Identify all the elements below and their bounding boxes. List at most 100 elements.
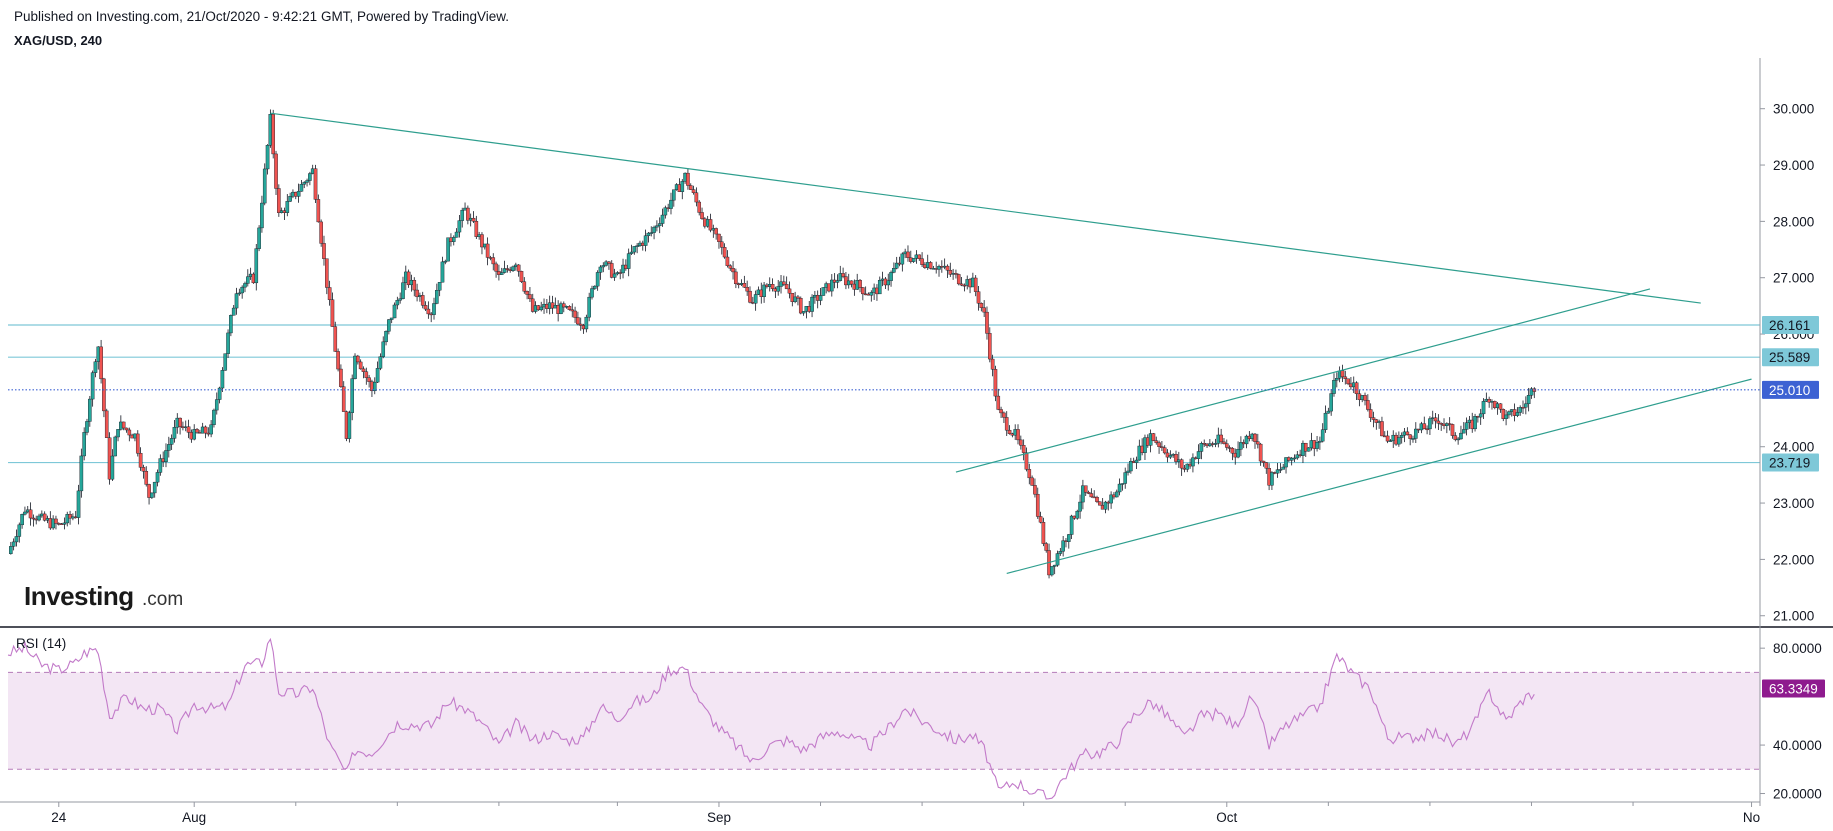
candle-body	[62, 522, 67, 525]
candle-body	[378, 356, 383, 369]
candle-body	[1501, 408, 1506, 419]
candle-body	[595, 272, 600, 287]
candle-body	[987, 333, 992, 360]
candle-body	[1439, 423, 1443, 425]
candle-body	[1264, 462, 1269, 469]
candle-body	[220, 370, 225, 389]
candle-body	[1281, 466, 1286, 470]
candle-body	[1453, 435, 1458, 440]
candle-body	[1224, 443, 1229, 448]
candle-body	[1405, 431, 1410, 435]
candle-body	[1089, 493, 1094, 498]
candle-body	[776, 286, 781, 292]
candle-body	[1058, 551, 1063, 554]
candle-body	[962, 284, 967, 287]
candle-body	[37, 515, 41, 521]
candle-body	[1120, 483, 1125, 485]
candle-body	[655, 225, 659, 228]
candle-body	[90, 372, 95, 400]
candle-body	[530, 298, 535, 312]
candle-body	[612, 273, 617, 278]
candle-body	[1340, 370, 1345, 378]
candle-body	[42, 513, 47, 521]
candle-body	[1081, 485, 1085, 503]
candle-body	[499, 272, 504, 275]
candle-body	[155, 472, 160, 483]
candle-body	[607, 261, 611, 264]
candle-body	[395, 300, 400, 306]
candle-body	[1275, 469, 1280, 474]
candle-body	[316, 199, 321, 223]
candle-body	[663, 207, 668, 216]
candle-body	[973, 277, 978, 292]
candle-body	[432, 303, 436, 315]
candle-body	[1447, 423, 1452, 425]
candle-body	[886, 280, 891, 286]
hline-badge-bg	[1762, 453, 1819, 472]
candle-body	[361, 368, 366, 372]
candle-body	[262, 168, 267, 204]
candle-body	[141, 467, 146, 472]
candle-body	[849, 280, 854, 285]
candle-body	[150, 492, 154, 498]
candle-body	[717, 233, 721, 242]
rsi-tick-label: 40.0000	[1773, 738, 1822, 753]
candle-body	[1007, 429, 1012, 434]
candle-body	[375, 368, 380, 383]
candle-body	[305, 180, 309, 183]
candle-body	[959, 283, 964, 286]
candle-body	[389, 317, 394, 320]
candle-body	[1103, 501, 1108, 510]
candle-body	[810, 296, 814, 312]
candle-body	[1284, 457, 1288, 468]
candle-body	[1213, 443, 1218, 445]
candle-body	[1270, 472, 1274, 486]
candle-body	[212, 409, 216, 425]
candle-body	[138, 453, 143, 468]
candle-body	[979, 303, 984, 308]
candle-body	[454, 231, 459, 238]
candle-body	[341, 386, 346, 412]
candle-body	[1222, 441, 1226, 444]
candle-body	[1456, 438, 1460, 441]
symbol-title: XAG/USD, 240	[14, 33, 103, 48]
hline-badge-bg	[1762, 348, 1819, 367]
candle-body	[1024, 452, 1029, 470]
candle-body	[158, 458, 163, 473]
candle-body	[657, 223, 662, 227]
candle-body	[728, 265, 733, 269]
candle-body	[20, 514, 24, 526]
candle-body	[990, 358, 995, 370]
candle-body	[660, 214, 665, 224]
candle-body	[587, 296, 591, 318]
candle-body	[336, 351, 340, 370]
candle-body	[23, 511, 27, 515]
candle-body	[629, 251, 634, 254]
candle-body	[1185, 463, 1190, 470]
candle-body	[466, 207, 470, 221]
candle-body	[302, 182, 307, 185]
candle-body	[516, 264, 521, 272]
candle-body	[570, 309, 575, 312]
candle-body	[937, 266, 941, 270]
candle-body	[1202, 443, 1207, 445]
candle-body	[88, 398, 92, 422]
candle-body	[528, 294, 532, 300]
rsi-axis: 80.0000 40.0000 20.0000	[1760, 641, 1822, 802]
candle-body	[333, 326, 338, 352]
candle-body	[121, 421, 126, 429]
candle-body	[1303, 442, 1308, 452]
candle-body	[440, 261, 445, 283]
candle-body	[519, 271, 524, 282]
candle-body	[1526, 395, 1531, 405]
candle-body	[1035, 493, 1040, 517]
candle-body	[147, 484, 151, 498]
candle-body	[1027, 469, 1032, 479]
candle-body	[539, 306, 544, 311]
candle-body	[626, 253, 631, 269]
candle-body	[511, 266, 515, 271]
candle-body	[1289, 457, 1294, 461]
candle-body	[1363, 395, 1367, 401]
candle-body	[680, 181, 685, 192]
